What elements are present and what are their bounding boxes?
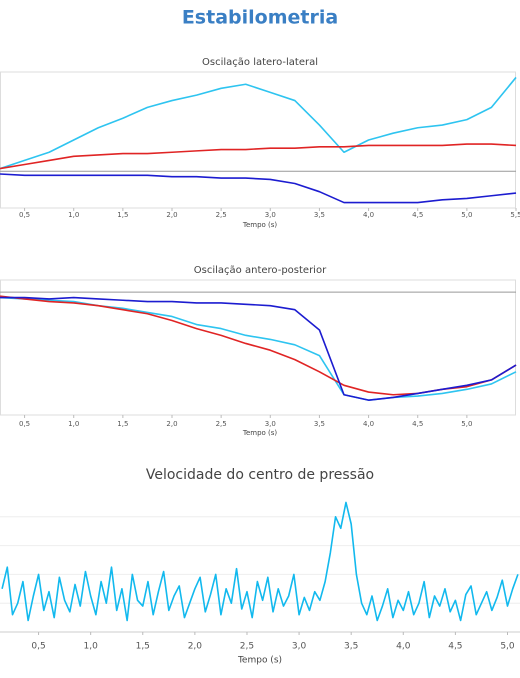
chart-title: Oscilação latero-lateral <box>202 57 318 68</box>
series-line <box>0 296 517 401</box>
x-axis-label: Tempo (s) <box>237 656 282 666</box>
series-line <box>0 173 517 204</box>
x-tick-label: 5,0 <box>500 642 515 652</box>
x-tick-label: 4,0 <box>396 642 411 652</box>
x-axis-label: Tempo (s) <box>242 429 278 437</box>
x-tick-label: 1,5 <box>136 642 150 652</box>
plot-frame <box>0 71 516 209</box>
x-tick-label: 3,5 <box>344 642 358 652</box>
x-tick-label: 1,5 <box>117 420 128 428</box>
x-tick-label: 3,0 <box>292 642 307 652</box>
x-tick-label: 2,5 <box>216 420 227 428</box>
x-tick-label: 2,5 <box>240 642 254 652</box>
x-tick-label: 4,5 <box>448 642 462 652</box>
x-tick-label: 3,0 <box>265 420 276 428</box>
x-tick-label: 5,5 <box>510 211 520 219</box>
page-title: Estabilometria <box>182 7 338 29</box>
x-tick-label: 3,0 <box>265 211 276 219</box>
x-tick-label: 1,5 <box>117 211 128 219</box>
x-axis-label: Tempo (s) <box>242 221 278 229</box>
series-line <box>0 296 517 401</box>
x-tick-label: 2,0 <box>166 211 177 219</box>
x-tick-label: 2,0 <box>166 420 177 428</box>
x-tick-label: 4,0 <box>363 211 374 219</box>
x-tick-label: 2,5 <box>216 211 227 219</box>
series-line <box>0 76 517 170</box>
plot-frame <box>0 279 516 416</box>
x-tick-label: 0,5 <box>19 211 30 219</box>
x-tick-label: 1,0 <box>68 420 79 428</box>
x-tick-label: 2,0 <box>188 642 203 652</box>
x-tick-label: 1,0 <box>83 642 98 652</box>
series-line <box>1 501 519 622</box>
x-tick-label: 5,0 <box>461 420 472 428</box>
x-tick-label: 4,5 <box>412 211 423 219</box>
x-tick-label: 1,0 <box>68 211 79 219</box>
x-tick-label: 3,5 <box>314 211 325 219</box>
x-tick-label: 5,0 <box>461 211 472 219</box>
series-line <box>0 295 517 396</box>
x-tick-label: 0,5 <box>31 642 45 652</box>
x-tick-label: 0,5 <box>19 420 30 428</box>
x-tick-label: 4,0 <box>363 420 374 428</box>
x-tick-label: 4,5 <box>412 420 423 428</box>
x-tick-label: 3,5 <box>314 420 325 428</box>
chart-title: Velocidade do centro de pressão <box>146 467 374 483</box>
series-line <box>0 143 517 170</box>
chart-title: Oscilação antero-posterior <box>194 265 327 276</box>
